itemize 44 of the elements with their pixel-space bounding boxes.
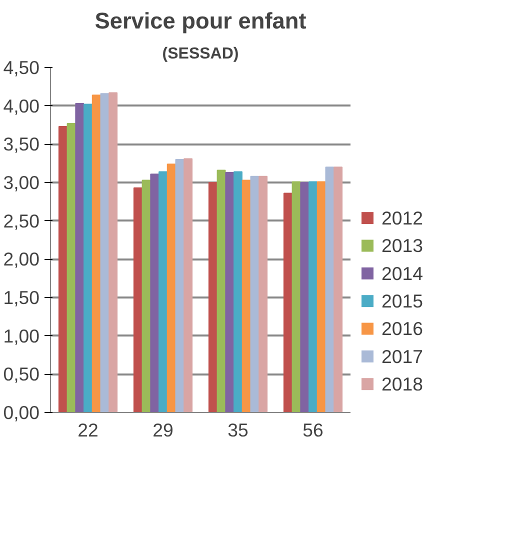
bar [308,181,318,412]
legend-label: 2015 [382,290,424,312]
bar [283,192,292,412]
bar [158,171,168,412]
bar [184,158,193,412]
y-tick-label: 2,50 [3,210,40,232]
y-tick-label: 3,50 [3,134,40,155]
bar [100,93,110,412]
bar [108,92,118,412]
legend-label: 2012 [382,208,424,229]
legend-label: 2017 [382,346,424,367]
chart-subtitle: (SESSAD) [162,46,239,62]
legend-label: 2014 [382,262,424,284]
bar [325,166,334,412]
y-tick-label: 0,00 [3,402,40,423]
bar [75,103,84,412]
bar [150,174,160,412]
y-tick-label: 1,00 [3,325,40,346]
y-tick-label: 4,50 [3,57,40,78]
bar [300,182,310,412]
x-tick-label: 56 [302,420,324,440]
bar [225,172,234,412]
x-tick-label: 22 [78,420,98,440]
chart-title: Service pour enfant [94,8,307,34]
bar [258,176,268,412]
x-tick-label: 35 [228,420,248,440]
y-tick-label: 1,50 [3,287,40,308]
y-tick-label: 0,50 [3,364,40,385]
legend-label: 2016 [382,318,424,340]
legend-label: 2018 [382,374,424,395]
bar [250,176,260,412]
bar [334,166,343,412]
x-tick-label: 29 [152,420,174,440]
legend-label: 2013 [382,235,424,256]
bar [133,187,142,412]
bar [175,159,184,412]
y-tick-label: 4,00 [3,95,40,116]
bar [208,182,218,412]
y-tick-label: 3,00 [3,172,40,193]
bar [216,170,226,412]
y-tick-label: 2,00 [3,248,40,270]
bar [58,126,68,412]
bar [84,104,92,412]
bar [234,171,242,412]
